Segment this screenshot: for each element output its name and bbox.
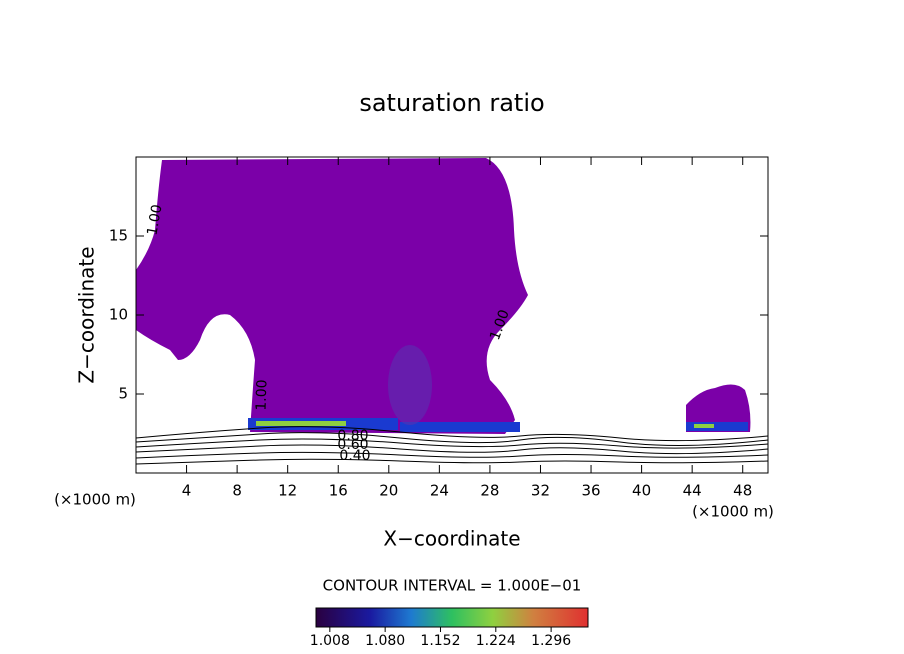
x-tick-label: 36 — [581, 482, 600, 500]
saturated-region — [136, 158, 528, 434]
high-ratio-band — [388, 345, 432, 425]
x-tick-label: 44 — [683, 482, 702, 500]
contour-label: 0.60 — [337, 437, 368, 453]
contour-line — [135, 444, 769, 455]
high-ratio-band — [256, 421, 346, 426]
x-tick-label: 40 — [632, 482, 651, 500]
contour-line — [135, 458, 769, 465]
x-tick-label: 20 — [379, 482, 398, 500]
high-ratio-band — [400, 422, 520, 432]
high-ratio-band — [694, 424, 714, 428]
contour-line — [135, 426, 769, 442]
contour-line — [135, 438, 769, 449]
x-tick-label: 32 — [531, 482, 550, 500]
x-unit-label: (×1000 m) — [692, 503, 774, 521]
x-tick-label: 8 — [232, 482, 242, 500]
x-tick-label: 48 — [733, 482, 752, 500]
x-axis-label: X−coordinate — [383, 527, 520, 551]
y-tick-label: 15 — [109, 227, 128, 245]
colorbar-tick-label: 1.008 — [310, 633, 350, 649]
colorbar — [315, 607, 589, 628]
contour-label: 0.80 — [337, 428, 368, 444]
colorbar-tick-label: 1.224 — [476, 633, 516, 649]
contour-line — [135, 432, 769, 447]
y-tick-label: 5 — [118, 385, 128, 403]
colorbar-tick-label: 1.152 — [420, 633, 460, 649]
contour-interval: CONTOUR INTERVAL = 1.000E−01 — [323, 577, 582, 595]
x-tick-label: 4 — [182, 482, 192, 500]
y-tick-label: 10 — [109, 306, 128, 324]
x-tick-label: 12 — [278, 482, 297, 500]
chart-title: saturation ratio — [359, 89, 544, 117]
colorbar-tick-label: 1.296 — [531, 633, 571, 649]
contour-lines — [135, 426, 769, 465]
contour-line — [135, 451, 769, 459]
high-ratio-band — [686, 422, 748, 431]
x-tick-label: 28 — [480, 482, 499, 500]
x-tick-label: 16 — [329, 482, 348, 500]
contour-label: 1.00 — [253, 379, 270, 411]
contour-label: 0.40 — [339, 448, 370, 464]
x-tick-label: 24 — [430, 482, 449, 500]
contour-field — [136, 158, 751, 434]
saturated-region — [686, 384, 751, 432]
y-axis-label: Z−coordinate — [75, 246, 99, 383]
x-unit-label: (×1000 m) — [54, 491, 136, 509]
colorbar-tick-label: 1.080 — [365, 633, 405, 649]
contour-label: 1.00 — [144, 203, 165, 236]
